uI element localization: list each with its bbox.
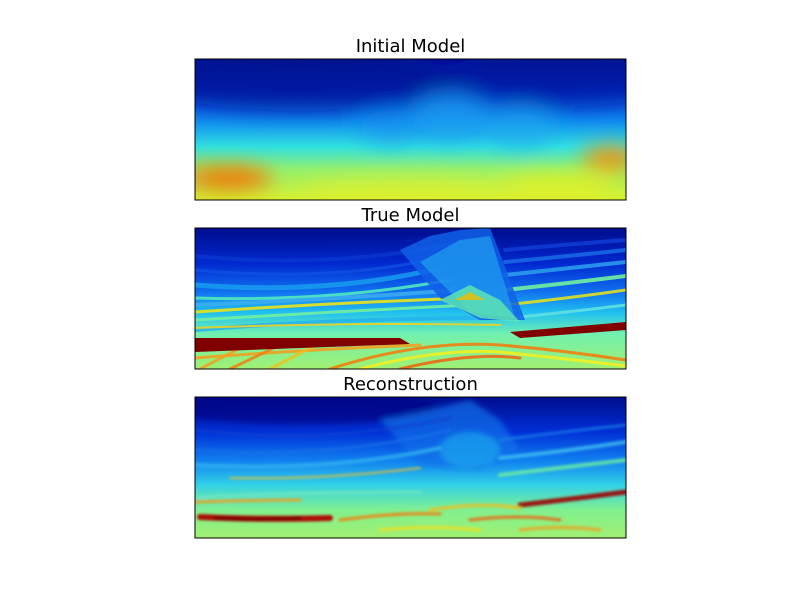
- heatmap-reconstruction: [195, 397, 626, 538]
- frame-true-model: [194, 227, 627, 370]
- heatmap-true-model: [195, 228, 626, 369]
- frame-initial-model: [194, 58, 627, 201]
- heatmap-initial-model: [195, 59, 626, 200]
- panel-title-reconstruction: Reconstruction: [343, 374, 478, 395]
- panel-title-initial: Initial Model: [356, 36, 466, 57]
- frame-reconstruction: [194, 396, 627, 539]
- panel-title-true: True Model: [361, 205, 460, 226]
